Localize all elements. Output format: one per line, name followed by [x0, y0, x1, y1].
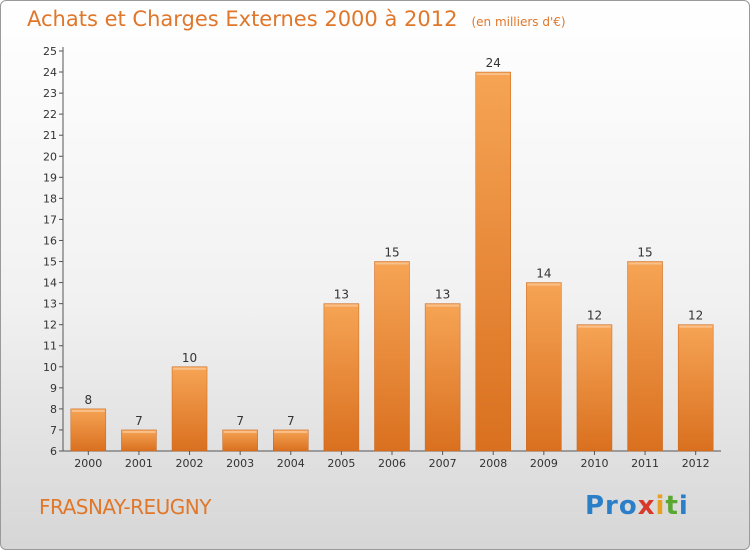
bar-highlight: [223, 430, 257, 433]
y-tick-label: 12: [43, 319, 57, 332]
bar-highlight: [173, 367, 207, 370]
y-tick-label: 10: [43, 361, 57, 374]
bar-highlight: [628, 262, 662, 265]
y-tick-label: 14: [43, 277, 57, 290]
data-label: 13: [334, 288, 349, 302]
bar: [374, 261, 410, 452]
x-tick-label: 2011: [631, 457, 659, 470]
commune-name: FRASNAY-REUGNY: [39, 495, 211, 519]
x-tick-label: 2001: [125, 457, 153, 470]
bar: [121, 429, 157, 452]
x-tick-label: 2002: [176, 457, 204, 470]
y-tick-label: 17: [43, 213, 57, 226]
x-tick-label: 2012: [682, 457, 710, 470]
data-label: 8: [84, 393, 92, 407]
y-tick-label: 9: [50, 382, 57, 395]
x-tick-label: 2000: [74, 457, 102, 470]
x-tick-label: 2009: [530, 457, 558, 470]
data-label: 15: [637, 246, 652, 260]
plot-area: 6 7 8 9 10 11 12 13 14 15 16 17 18 19 20 21 22 23 24 25 8 200…: [43, 45, 721, 470]
chart-title: Achats et Charges Externes 2000 à 2012 (e…: [27, 7, 566, 31]
data-label: 13: [435, 288, 450, 302]
bar: [273, 429, 309, 452]
y-tick-label: 11: [43, 340, 57, 353]
bar-highlight: [122, 430, 156, 433]
data-label: 24: [486, 56, 501, 70]
chart-subtitle: (en milliers d'€): [471, 15, 566, 29]
y-tick-label: 24: [43, 66, 57, 79]
x-tick-label: 2006: [378, 457, 406, 470]
y-tick-label: 19: [43, 171, 57, 184]
logo-part: t: [665, 491, 679, 521]
x-tick-label: 2005: [327, 457, 355, 470]
data-label: 15: [384, 246, 399, 260]
bar-highlight: [375, 262, 409, 265]
data-label: 7: [287, 414, 295, 428]
bar-highlight: [679, 325, 713, 328]
data-label: 7: [236, 414, 244, 428]
x-tick-label: 2004: [277, 457, 305, 470]
x-tick-label: 2003: [226, 457, 254, 470]
bar: [576, 324, 613, 452]
logo-part: i: [678, 491, 689, 521]
y-tick-label: 7: [50, 424, 57, 437]
y-tick-label: 22: [43, 108, 57, 121]
y-tick-label: 23: [43, 87, 57, 100]
data-label: 12: [587, 309, 602, 323]
y-tick-label: 21: [43, 129, 57, 142]
bar: [70, 408, 107, 452]
y-tick-label: 13: [43, 298, 57, 311]
y-tick-label: 16: [43, 234, 57, 247]
chart-title-text: Achats et Charges Externes 2000 à 2012: [27, 7, 458, 31]
bar: [526, 282, 562, 452]
y-tick-label: 6: [50, 445, 57, 458]
y-tick-label: 15: [43, 256, 57, 269]
logo-part: Pro: [585, 491, 638, 521]
y-tick-label: 18: [43, 192, 57, 205]
data-label: 10: [182, 351, 197, 365]
logo-part: i: [655, 491, 666, 521]
x-tick-label: 2008: [479, 457, 507, 470]
y-tick-label: 25: [43, 45, 57, 58]
bar: [627, 261, 663, 452]
bar-highlight: [274, 430, 308, 433]
bar: [424, 303, 461, 452]
bar-highlight: [324, 304, 358, 307]
bar: [171, 366, 208, 452]
bar-highlight: [71, 409, 105, 412]
bar: [222, 429, 258, 452]
bar-highlight: [426, 304, 460, 307]
x-tick-label: 2007: [429, 457, 457, 470]
y-tick-label: 8: [50, 403, 57, 416]
proxiti-logo: Proxiti: [585, 491, 689, 521]
logo-part: x: [637, 491, 656, 521]
x-tick-label: 2010: [580, 457, 608, 470]
y-tick-label: 20: [43, 150, 57, 163]
bar-highlight: [527, 283, 561, 286]
bar: [323, 303, 360, 452]
data-label: 14: [536, 267, 551, 281]
data-label: 7: [135, 414, 143, 428]
data-label: 12: [688, 309, 703, 323]
bar: [475, 71, 511, 452]
bar-highlight: [577, 325, 611, 328]
bar-highlight: [476, 73, 510, 76]
bar: [677, 324, 714, 452]
